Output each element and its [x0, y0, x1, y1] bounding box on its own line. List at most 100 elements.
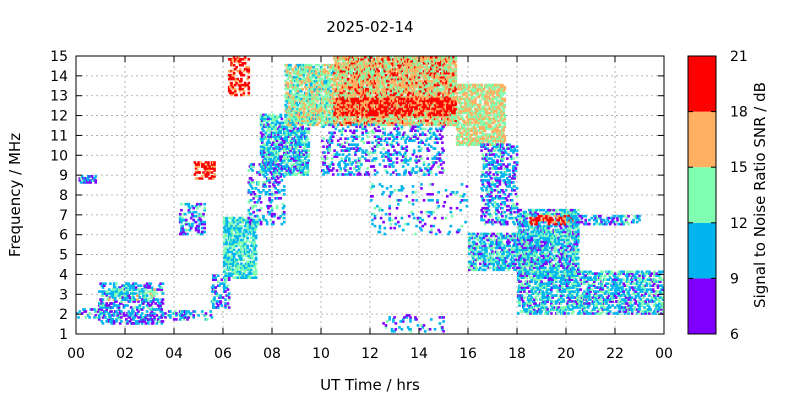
snr-cell [181, 224, 184, 228]
snr-cell [214, 290, 217, 293]
snr-cell [283, 145, 286, 148]
snr-cell [292, 169, 296, 172]
snr-cell [241, 242, 244, 246]
snr-cell [317, 113, 320, 117]
snr-cell [292, 145, 296, 148]
snr-cell [224, 234, 227, 238]
snr-cell [296, 87, 300, 91]
snr-cell [224, 306, 227, 309]
snr-cell [155, 314, 159, 317]
snr-cell [330, 105, 334, 109]
snr-cell [343, 85, 346, 89]
snr-cell [115, 310, 118, 313]
snr-cell [346, 81, 350, 85]
snr-cell [145, 282, 149, 285]
snr-cell [252, 165, 255, 168]
snr-cell [307, 159, 311, 162]
snr-cell [377, 119, 380, 123]
snr-cell [100, 312, 104, 315]
snr-cell [145, 310, 149, 313]
snr-cell [349, 77, 352, 81]
snr-cell [312, 109, 315, 113]
snr-cell [400, 87, 404, 91]
snr-cell [284, 115, 287, 119]
snr-cell [140, 298, 144, 301]
snr-cell [338, 62, 341, 65]
snr-cell [273, 212, 276, 216]
snr-cell [274, 179, 277, 182]
snr-cell [226, 302, 230, 305]
snr-cell [111, 306, 115, 309]
snr-cell [370, 60, 373, 63]
snr-cell [297, 111, 301, 115]
snr-cell [251, 256, 254, 260]
snr-cell [226, 230, 230, 234]
snr-cell [223, 260, 226, 264]
snr-cell [153, 294, 156, 297]
snr-cell [292, 139, 296, 142]
snr-cell [232, 238, 236, 242]
snr-cell [292, 75, 296, 79]
snr-cell [231, 240, 235, 244]
snr-cell [207, 173, 210, 176]
snr-cell [289, 121, 292, 125]
snr-cell [354, 58, 357, 61]
snr-cell [316, 81, 319, 85]
snr-cell [187, 222, 191, 226]
snr-cell [372, 77, 376, 81]
snr-cell [191, 212, 194, 216]
snr-cell [269, 157, 273, 160]
snr-cell [238, 63, 242, 67]
snr-cell [366, 67, 369, 71]
snr-cell [366, 93, 369, 97]
snr-cell [139, 292, 143, 295]
snr-cell [389, 56, 393, 59]
snr-cell [136, 312, 139, 315]
snr-cell [134, 282, 138, 285]
snr-cell [215, 300, 219, 303]
snr-cell [256, 214, 259, 218]
snr-cell [240, 256, 243, 260]
snr-cell [414, 58, 417, 61]
snr-cell [131, 286, 134, 289]
snr-cell [262, 216, 265, 220]
snr-cell [147, 320, 150, 323]
snr-cell [227, 87, 231, 91]
snr-cell [231, 268, 235, 272]
snr-cell [305, 65, 308, 69]
snr-cell [229, 236, 232, 240]
snr-cell [137, 288, 140, 291]
snr-cell [156, 288, 160, 291]
snr-cell [394, 79, 398, 83]
snr-cell [318, 105, 322, 109]
snr-cell [327, 83, 330, 87]
snr-cell [330, 63, 334, 67]
snr-cell [341, 77, 345, 81]
snr-cell [276, 151, 280, 154]
snr-cell [107, 318, 111, 321]
snr-cell [367, 56, 371, 59]
snr-cell [249, 218, 253, 222]
snr-cell [351, 75, 355, 79]
snr-cell [285, 163, 289, 166]
snr-cell [237, 264, 241, 268]
snr-cell [120, 310, 123, 313]
snr-cell [253, 274, 257, 277]
snr-cell [269, 171, 273, 174]
snr-cell [175, 312, 178, 315]
snr-cell [120, 294, 123, 297]
snr-cell [302, 155, 306, 158]
snr-cell [270, 199, 274, 202]
snr-cell [238, 81, 242, 85]
snr-cell [225, 216, 228, 220]
snr-cell [103, 290, 106, 293]
snr-cell [161, 302, 165, 305]
snr-cell [101, 322, 105, 325]
snr-cell [241, 254, 244, 258]
snr-cell [390, 62, 394, 65]
snr-cell [286, 83, 290, 87]
snr-cell [327, 71, 330, 75]
snr-cell [161, 298, 165, 301]
snr-cell [161, 282, 165, 285]
snr-cell [286, 67, 290, 71]
